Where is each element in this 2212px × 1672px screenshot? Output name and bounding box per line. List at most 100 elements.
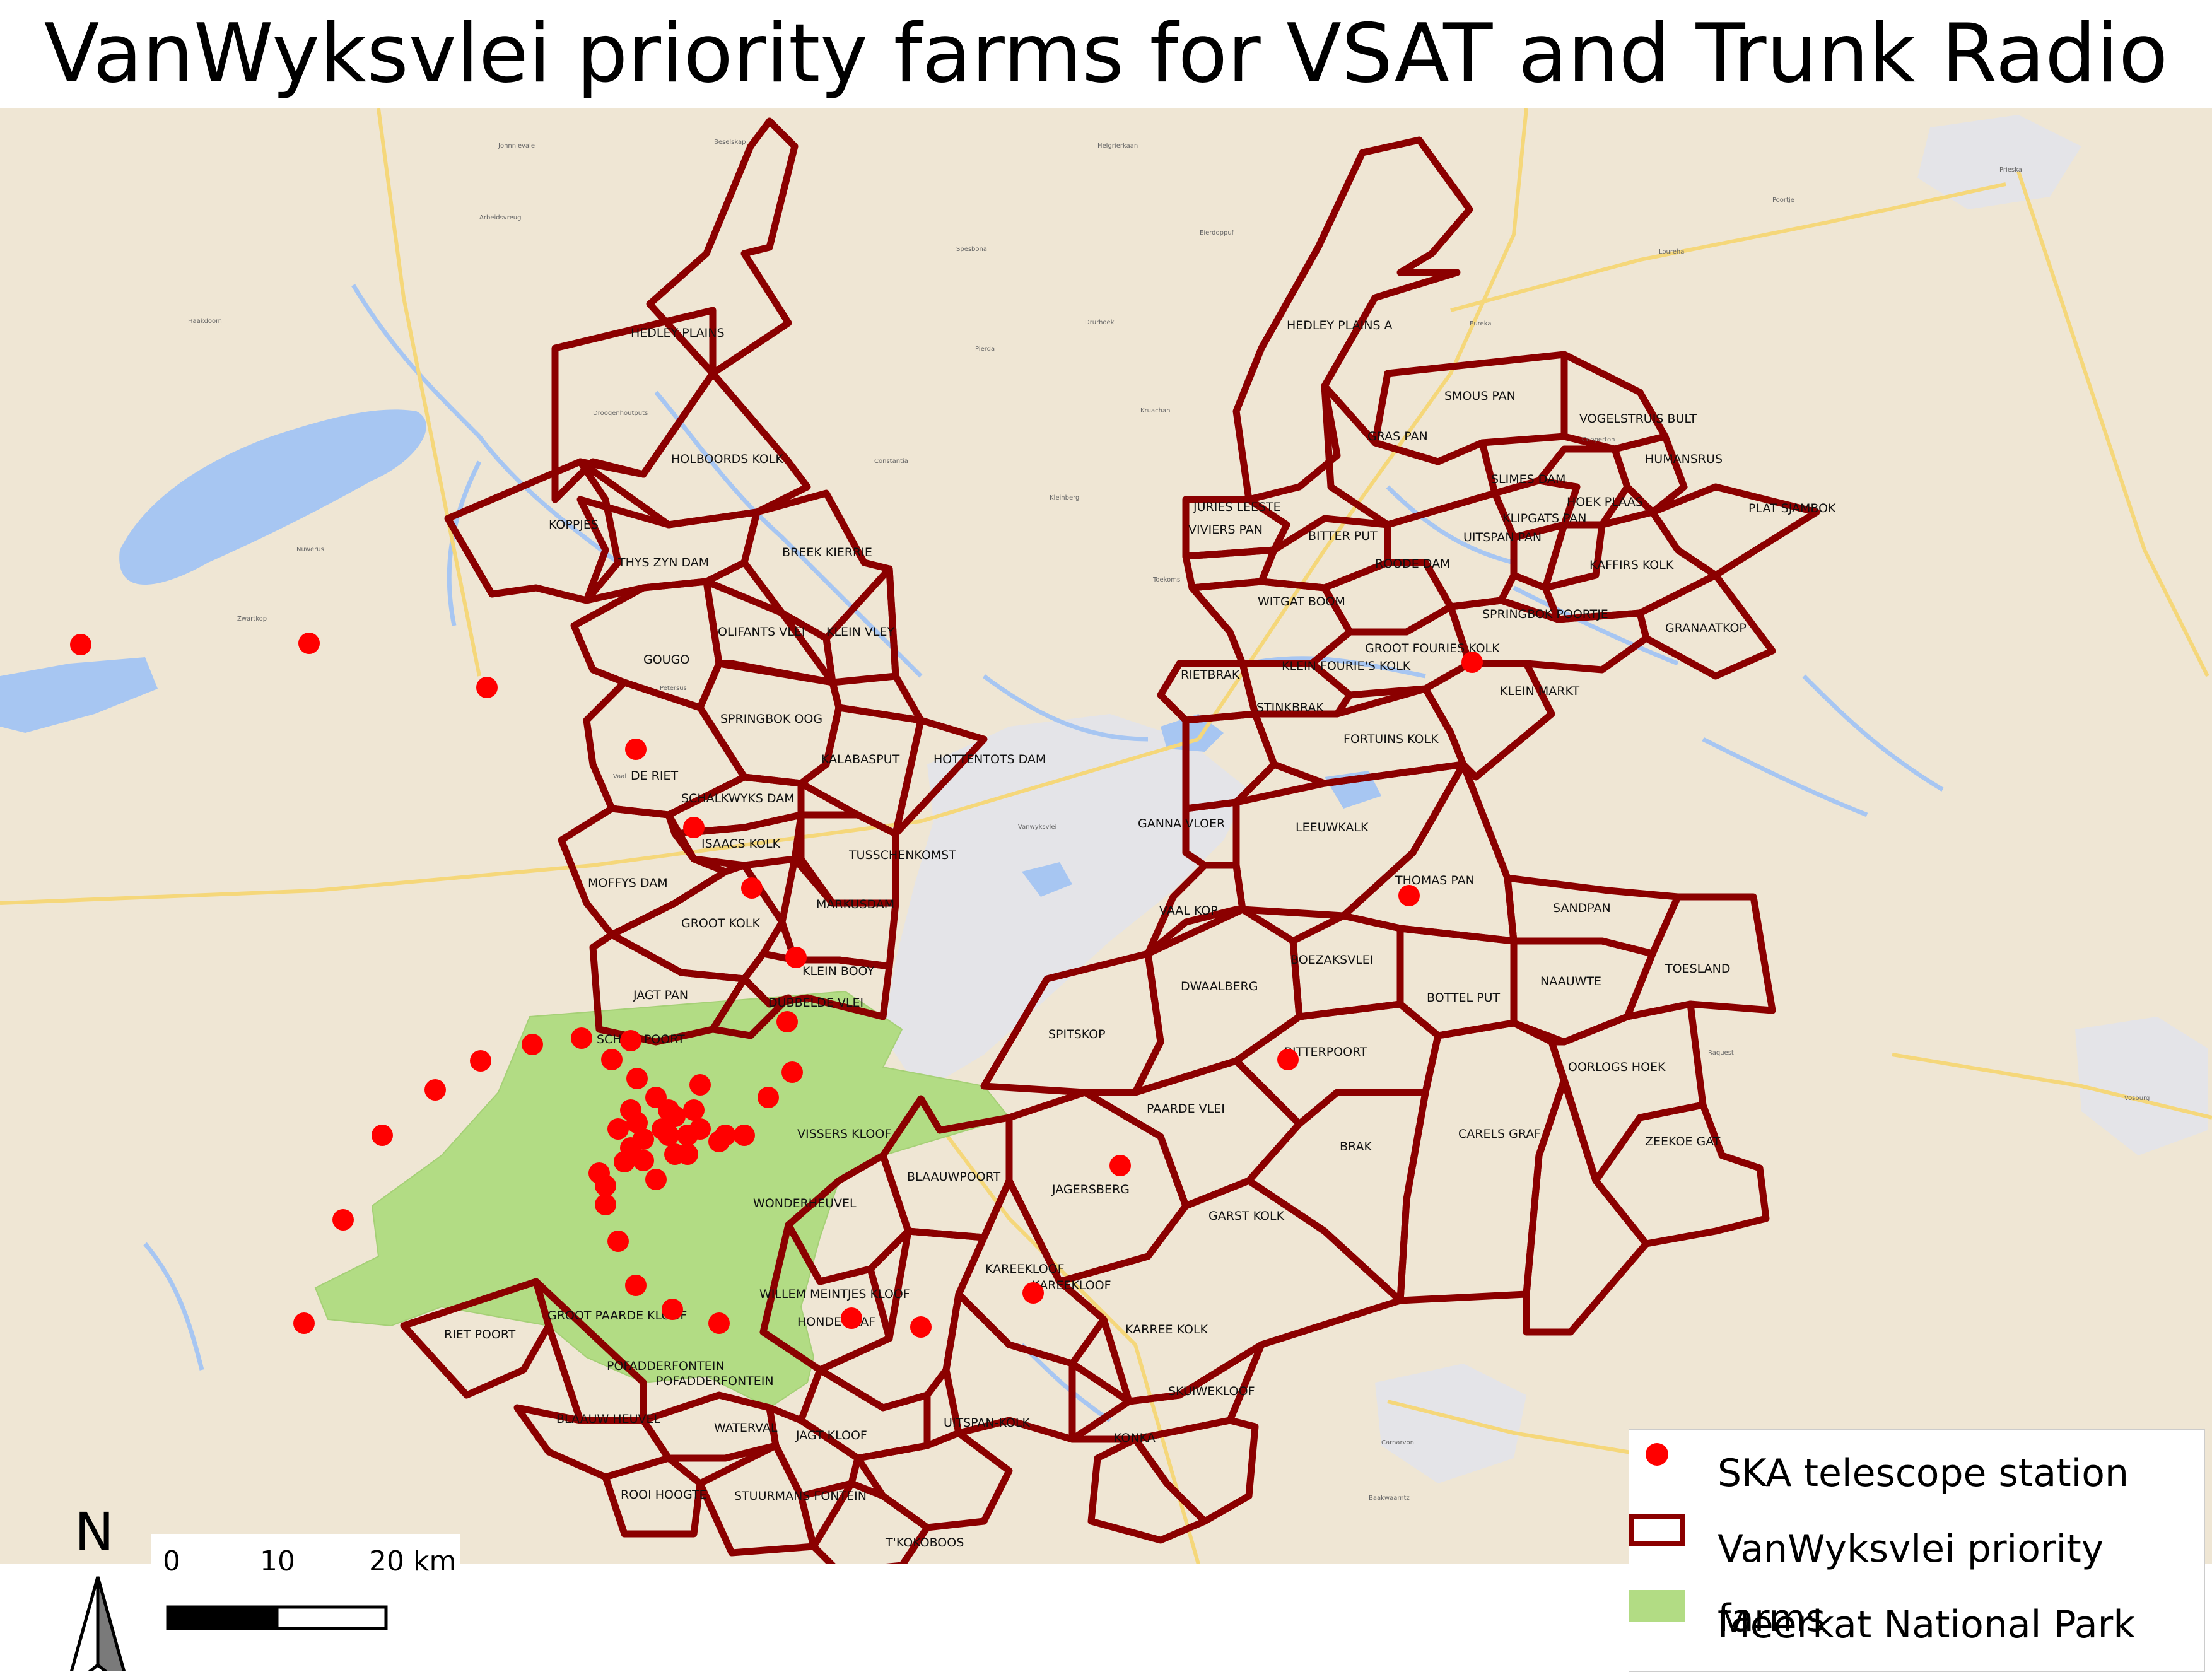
ska-station-marker[interactable] [424, 1079, 446, 1101]
ska-station-marker[interactable] [607, 1231, 629, 1252]
ska-station-marker[interactable] [841, 1307, 862, 1329]
town-label: Helgrierkaan [1097, 143, 1138, 149]
ska-station-marker[interactable] [689, 1118, 711, 1140]
farm-label: ROODE DAM [1375, 557, 1450, 571]
ska-station-marker[interactable] [708, 1131, 730, 1152]
map-canvas[interactable]: HEDLEY PLAINS HOLBOORDS KOLK KOPPJES THY… [0, 108, 2212, 1672]
farm-label: KALABASPUT [821, 752, 900, 766]
lake-small-2 [1022, 862, 1072, 897]
farm-stuurmans-fontein[interactable] [696, 1442, 817, 1557]
ska-station-marker[interactable] [588, 1162, 610, 1184]
ska-station-marker[interactable] [293, 1312, 315, 1334]
farm-label: KAREEKLOOF [985, 1262, 1065, 1276]
ska-station-marker[interactable] [620, 1137, 641, 1159]
ska-station-marker[interactable] [332, 1209, 354, 1231]
farm-klein-fouries-kolk[interactable] [1239, 660, 1354, 718]
farm-label: ISAACS KOLK [701, 837, 781, 851]
farm-gras-pan[interactable] [1321, 382, 1499, 529]
farm-label: JAGERSBERG [1051, 1183, 1130, 1196]
farm-rooi-hoogte[interactable] [602, 1454, 704, 1538]
ska-station-marker[interactable] [298, 633, 320, 654]
ska-station-marker[interactable] [662, 1299, 683, 1320]
farm-hottentots-dam[interactable] [892, 716, 988, 838]
farm-dubbelde-vlei[interactable] [709, 975, 792, 1039]
farm-label: HEDLEY PLAINS A [1287, 319, 1393, 332]
ska-station-marker[interactable] [625, 1275, 647, 1296]
ska-station-marker[interactable] [1398, 885, 1420, 906]
ska-station-marker[interactable] [607, 1118, 629, 1140]
farm-label: WILLEM MEINTJES KLOOF [759, 1287, 910, 1301]
ska-station-marker[interactable] [1461, 652, 1483, 673]
farm-label: CARELS GRAF [1458, 1127, 1541, 1141]
farm-zeekoe-gat[interactable] [1592, 1101, 1770, 1248]
farm-label: SLIMES DAM [1491, 472, 1565, 486]
ska-station-marker[interactable] [625, 739, 647, 760]
ska-station-marker[interactable] [476, 677, 498, 698]
ska-stations [70, 633, 1483, 1338]
ska-station-marker[interactable] [626, 1112, 648, 1133]
town-label: Drurhoek [1085, 319, 1115, 326]
dry-lake-area-east [1917, 115, 2081, 209]
ska-station-marker[interactable] [683, 817, 705, 838]
ska-station-marker[interactable] [571, 1027, 592, 1049]
ska-station-marker[interactable] [910, 1316, 932, 1338]
ska-station-marker[interactable] [758, 1087, 779, 1108]
dry-lake-area-se2 [2075, 1017, 2208, 1155]
farm-karree-kolk[interactable] [1068, 1341, 1265, 1443]
ska-station-marker[interactable] [1277, 1049, 1299, 1070]
ska-station-marker[interactable] [470, 1050, 491, 1072]
legend-label-park: Meerkat National Park [1718, 1603, 2136, 1647]
ska-station-marker[interactable] [1022, 1282, 1044, 1304]
farm-labels: HEDLEY PLAINS HOLBOORDS KOLK KOPPJES THY… [444, 319, 1836, 1550]
farm-konka[interactable] [1087, 1435, 1208, 1544]
ska-station-marker[interactable] [601, 1049, 623, 1070]
ska-station-marker[interactable] [741, 877, 763, 899]
town-label: Baakwaarntz [1369, 1495, 1410, 1502]
town-label: Eureka [1470, 320, 1491, 327]
farm-label: UITSPAN PAN [1463, 530, 1542, 544]
ska-station-marker[interactable] [70, 634, 91, 655]
farm-label: VISSERS KLOOF [797, 1127, 891, 1141]
farm-hoek-plaas[interactable] [1535, 445, 1631, 529]
farm-koppjes[interactable] [444, 458, 622, 604]
ska-station-marker[interactable] [626, 1068, 648, 1089]
farm-hedley-plains[interactable] [646, 117, 799, 377]
park-fill-icon [1629, 1590, 1685, 1622]
farm-lower-east[interactable] [1523, 1076, 1650, 1336]
ska-station-marker[interactable] [734, 1125, 755, 1146]
farm-juries-leeste[interactable] [1182, 496, 1290, 560]
ska-station-marker[interactable] [689, 1074, 711, 1096]
ska-station-marker[interactable] [658, 1125, 679, 1146]
farm-label: THOMAS PAN [1395, 874, 1475, 887]
farm-label: MARKUSDAM [816, 897, 894, 911]
farm-label: WITGAT BOOM [1258, 595, 1345, 609]
farm-label: HONDE BLAF [797, 1315, 875, 1329]
ska-station-marker[interactable] [658, 1099, 679, 1121]
ska-station-marker[interactable] [776, 1011, 798, 1032]
town-label: Zwartkop [237, 616, 267, 623]
ska-station-marker[interactable] [677, 1143, 698, 1165]
ska-station-marker[interactable] [620, 1030, 641, 1051]
town-label: Kleinberg [1050, 494, 1079, 501]
ska-station-marker[interactable] [645, 1169, 667, 1190]
farm-label: KOPPJES [549, 518, 599, 532]
ska-station-marker[interactable] [372, 1125, 393, 1146]
farm-stinkbrak[interactable] [1182, 710, 1278, 812]
farm-riet-poort[interactable] [400, 1278, 553, 1399]
ska-station-marker[interactable] [595, 1194, 616, 1215]
ska-station-marker[interactable] [683, 1099, 705, 1121]
farm-label: ROOI HOOGTE [621, 1488, 707, 1502]
farm-label: GRAS PAN [1367, 430, 1428, 443]
town-label: Loureha [1659, 248, 1684, 255]
farm-label: POFADDERFONTEIN [607, 1359, 725, 1373]
ska-station-marker[interactable] [708, 1312, 730, 1334]
ska-station-marker[interactable] [781, 1061, 803, 1083]
farm-label: THYS ZYN DAM [617, 556, 709, 570]
farm-label: KLEIN FOURIE'S KOLK [1282, 659, 1411, 673]
farm-granaatkop[interactable] [1636, 571, 1776, 680]
ska-station-marker[interactable] [522, 1034, 543, 1055]
ska-station-marker[interactable] [1109, 1155, 1131, 1176]
ska-station-marker[interactable] [785, 947, 807, 968]
farm-tkokoboos[interactable] [810, 1480, 931, 1564]
farm-label: KAREEKLOOF [1032, 1278, 1111, 1292]
